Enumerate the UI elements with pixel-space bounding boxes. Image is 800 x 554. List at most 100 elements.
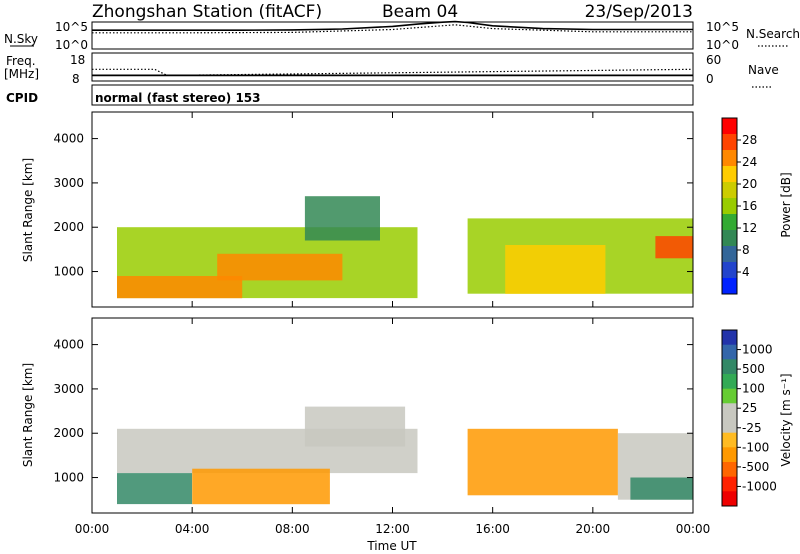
power-colorbar-tick-label: 12: [742, 221, 757, 235]
power-region: [505, 245, 606, 294]
power-colorbar-segment: [722, 278, 737, 295]
velocity-colorbar-segment: [722, 418, 737, 434]
freq-panel: [91, 52, 694, 82]
velocity-ytick-label: 1000: [53, 471, 84, 485]
nave-tick-low: 0: [706, 72, 714, 86]
velocity-colorbar-label: Velocity [m s⁻¹]: [779, 373, 793, 466]
power-region: [304, 196, 380, 241]
x-axis-label: Time UT: [366, 539, 417, 553]
freq-label: Freq.: [6, 54, 36, 68]
velocity-region: [467, 428, 618, 496]
power-colorbar-label: Power [dB]: [779, 172, 793, 237]
velocity-colorbar-segment: [722, 432, 737, 448]
velocity-region: [630, 477, 693, 500]
xtick-label: 08:00: [275, 522, 310, 536]
velocity-ytick-label: 4000: [53, 338, 84, 352]
nsearch-line: [92, 24, 693, 34]
velocity-colorbar-segment: [722, 374, 737, 390]
power-y-axis-label: Slant Range [km]: [21, 158, 35, 262]
velocity-region: [304, 406, 406, 447]
xtick-label: 20:00: [576, 522, 611, 536]
xtick-label: 00:00: [676, 522, 711, 536]
power-colorbar-segment: [722, 198, 737, 215]
power-colorbar-tick-label: 16: [742, 199, 757, 213]
freq-tick-low: 8: [72, 72, 80, 86]
velocity-colorbar-tick-label: -1000: [742, 479, 777, 493]
velocity-y-axis-label: Slant Range [km]: [21, 363, 35, 467]
velocity-region: [117, 473, 193, 505]
velocity-colorbar-segment: [722, 447, 737, 463]
velocity-region: [192, 468, 330, 505]
power-colorbar-segment: [722, 134, 737, 151]
power-colorbar-segment: [722, 118, 737, 135]
power-ytick-label: 3000: [53, 176, 84, 190]
beam-label: Beam 04: [382, 2, 458, 22]
power-region: [655, 236, 693, 259]
nsky-left-tick-low: 10^0: [55, 38, 88, 52]
power-ytick-label: 4000: [53, 132, 84, 146]
power-heatmap: [117, 196, 693, 299]
velocity-colorbar-tick-label: 1000: [742, 343, 773, 357]
velocity-ytick-label: 2000: [53, 426, 84, 440]
power-colorbar-segment: [722, 214, 737, 231]
power-colorbar: 28 24 20 16 12 8 4: [721, 117, 757, 295]
nsearch-right-tick-low: 10^0: [706, 38, 739, 52]
xtick-label: 04:00: [175, 522, 210, 536]
velocity-colorbar-tick-label: 25: [742, 401, 757, 415]
power-colorbar-tick-label: 24: [742, 155, 757, 169]
nsky-series: [92, 20, 693, 34]
xtick-label: 16:00: [475, 522, 510, 536]
freq-series: [92, 68, 694, 77]
cpid-label: CPID: [6, 91, 38, 105]
freq-tick-high: 18: [70, 53, 85, 67]
power-ytick-label: 2000: [53, 220, 84, 234]
velocity-colorbar-tick-label: -500: [742, 460, 769, 474]
velocity-colorbar-tick-label: -100: [742, 440, 769, 454]
nsky-line: [92, 20, 693, 32]
power-colorbar-segment: [722, 262, 737, 279]
power-colorbar-tick-label: 8: [742, 243, 750, 257]
power-region: [217, 253, 343, 281]
date-label: 23/Sep/2013: [585, 2, 693, 22]
nsky-label: N.Sky: [4, 32, 38, 46]
power-colorbar-segment: [722, 246, 737, 263]
power-colorbar-segment: [722, 182, 737, 199]
power-colorbar-segment: [722, 150, 737, 167]
velocity-colorbar-segment: [722, 388, 737, 404]
power-colorbar-segment: [722, 230, 737, 247]
nsearch-label: N.Search: [746, 27, 800, 41]
velocity-heatmap: [117, 406, 693, 505]
velocity-colorbar-segment: [722, 344, 737, 360]
power-colorbar-tick-label: 28: [742, 133, 757, 147]
plot-title: Zhongshan Station (fitACF): [92, 2, 322, 22]
velocity-colorbar-segment: [722, 476, 737, 492]
velocity-y-axis: 4000 3000 2000 1000: [53, 338, 693, 485]
power-y-axis: 4000 3000 2000 1000: [53, 132, 693, 279]
velocity-colorbar: 1000 500 100 25 -25 -100 -500 -1000: [721, 329, 777, 507]
nsky-left-tick-high: 10^5: [55, 20, 88, 34]
time-axis: 00:00 04:00 08:00 12:00 16:00 20:00 00:00: [75, 112, 711, 536]
velocity-colorbar-segment: [722, 462, 737, 478]
cpid-text: normal (fast stereo) 153: [95, 91, 261, 105]
nsky-panel: [91, 21, 694, 50]
velocity-colorbar-segment: [722, 359, 737, 375]
nsearch-right-tick-high: 10^5: [706, 20, 739, 34]
nave-label: Nave: [748, 63, 779, 77]
xtick-label: 00:00: [75, 522, 110, 536]
power-region: [117, 276, 243, 299]
velocity-colorbar-segment: [722, 403, 737, 419]
power-colorbar-tick-label: 20: [742, 177, 757, 191]
velocity-colorbar-segment: [722, 491, 737, 507]
velocity-colorbar-tick-label: 500: [742, 362, 765, 376]
cpid-panel: [91, 84, 694, 106]
nave-tick-high: 60: [706, 53, 721, 67]
nave-line: [92, 68, 694, 77]
velocity-colorbar-segment: [722, 330, 737, 346]
xtick-label: 12:00: [375, 522, 410, 536]
power-colorbar-segment: [722, 166, 737, 183]
velocity-ytick-label: 3000: [53, 382, 84, 396]
power-colorbar-tick-label: 4: [742, 265, 750, 279]
velocity-colorbar-tick-label: -25: [742, 421, 762, 435]
power-ytick-label: 1000: [53, 265, 84, 279]
